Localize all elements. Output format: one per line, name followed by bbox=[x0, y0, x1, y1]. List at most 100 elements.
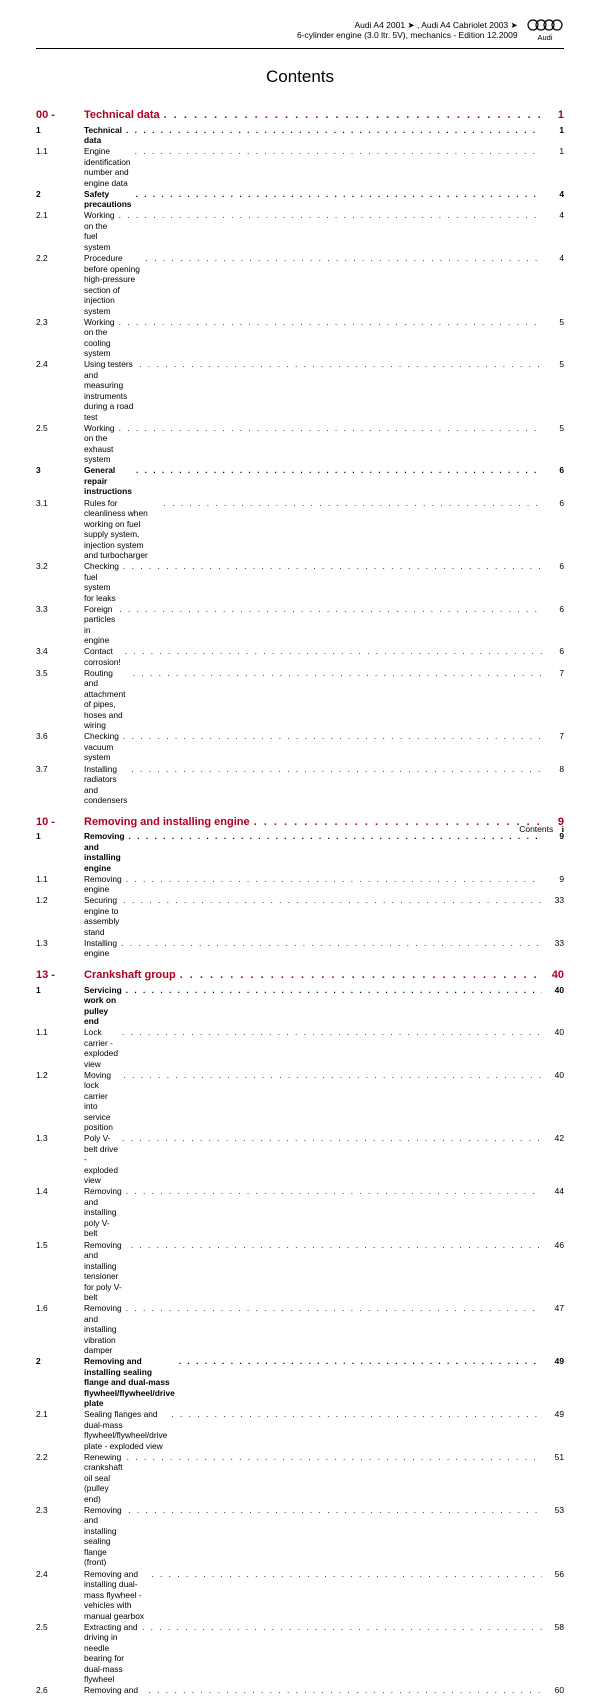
toc-entry-number: 1.1 bbox=[36, 874, 84, 885]
toc-row: 1.1Engine identification number and engi… bbox=[36, 146, 564, 189]
leader-dots: . . . . . . . . . . . . . . . . . . . . … bbox=[122, 1133, 542, 1144]
leader-dots: . . . . . . . . . . . . . . . . . . . . … bbox=[164, 109, 542, 121]
toc-entry-title: Removing and installing engine bbox=[84, 831, 125, 873]
toc-entry-title: Working on the exhaust system bbox=[84, 423, 115, 465]
section-number: 13 - bbox=[36, 969, 84, 981]
toc-entry-page: 42 bbox=[546, 1133, 564, 1144]
toc-entry-title: Rules for cleanliness when working on fu… bbox=[84, 498, 159, 561]
toc-entry-title: Removing engine bbox=[84, 874, 122, 895]
toc-entry-title: Removing and installing vibration damper bbox=[84, 1303, 122, 1356]
toc-entry-title: Removing and installing sealing flange (… bbox=[84, 1505, 124, 1568]
brand-logo: Audi bbox=[526, 18, 564, 42]
leader-dots: . . . . . . . . . . . . . . . . . . . . … bbox=[129, 831, 543, 842]
toc-entry-number: 2.1 bbox=[36, 1409, 84, 1420]
toc-entry-page: 40 bbox=[546, 985, 564, 996]
toc-row: 3.4Contact corrosion! . . . . . . . . . … bbox=[36, 646, 564, 668]
leader-dots: . . . . . . . . . . . . . . . . . . . . … bbox=[179, 1356, 542, 1367]
header-line-1: Audi A4 2001 ➤ , Audi A4 Cabriolet 2003 … bbox=[297, 20, 518, 31]
toc-entry-page: 60 bbox=[546, 1685, 564, 1696]
toc-entry-page: 33 bbox=[546, 938, 564, 949]
leader-dots: . . . . . . . . . . . . . . . . . . . . … bbox=[126, 1303, 542, 1314]
header-rule bbox=[36, 48, 564, 49]
toc-row: 2Removing and installing sealing flange … bbox=[36, 1356, 564, 1409]
toc-row: 2.2Renewing crankshaft oil seal (pulley … bbox=[36, 1452, 564, 1505]
toc-row: 1Removing and installing engine . . . . … bbox=[36, 831, 564, 874]
leader-dots: . . . . . . . . . . . . . . . . . . . . … bbox=[123, 561, 542, 572]
toc-entry-number: 3.1 bbox=[36, 498, 84, 509]
section-title: Technical data bbox=[84, 109, 160, 121]
leader-dots: . . . . . . . . . . . . . . . . . . . . … bbox=[119, 210, 542, 221]
toc-entry-number: 1.5 bbox=[36, 1240, 84, 1251]
toc-row: 2.1Working on the fuel system . . . . . … bbox=[36, 210, 564, 253]
leader-dots: . . . . . . . . . . . . . . . . . . . . … bbox=[146, 253, 542, 264]
toc-entry-number: 2.3 bbox=[36, 317, 84, 328]
toc-entry-title: Removing and installing tensioner for po… bbox=[84, 1240, 127, 1303]
toc-entry-page: 40 bbox=[546, 1070, 564, 1081]
leader-dots: . . . . . . . . . . . . . . . . . . . . … bbox=[131, 1240, 542, 1251]
toc-entry-title: Using testers and measuring instruments … bbox=[84, 359, 135, 422]
leader-dots: . . . . . . . . . . . . . . . . . . . . … bbox=[122, 1027, 542, 1038]
leader-dots: . . . . . . . . . . . . . . . . . . . . … bbox=[131, 764, 542, 775]
toc-entry-number: 3.3 bbox=[36, 604, 84, 615]
leader-dots: . . . . . . . . . . . . . . . . . . . . … bbox=[171, 1409, 542, 1420]
toc-entry-page: 56 bbox=[546, 1569, 564, 1580]
leader-dots: . . . . . . . . . . . . . . . . . . . . … bbox=[126, 874, 542, 885]
footer-label: Contents bbox=[519, 824, 553, 834]
section-heading: 10 -Removing and installing engine . . .… bbox=[36, 816, 564, 828]
leader-dots: . . . . . . . . . . . . . . . . . . . . … bbox=[121, 938, 542, 949]
toc-entry-number: 3.7 bbox=[36, 764, 84, 775]
toc-entry-page: 47 bbox=[546, 1303, 564, 1314]
toc-entry-title: Working on the fuel system bbox=[84, 210, 115, 252]
toc-entry-number: 1.2 bbox=[36, 895, 84, 906]
toc-row: 1.1Lock carrier - exploded view . . . . … bbox=[36, 1027, 564, 1070]
toc-entry-number: 3.5 bbox=[36, 668, 84, 679]
toc-entry-page: 6 bbox=[546, 646, 564, 657]
toc-row: 2.5Working on the exhaust system . . . .… bbox=[36, 423, 564, 466]
page-title: Contents bbox=[36, 67, 564, 87]
toc-entry-title: Contact corrosion! bbox=[84, 646, 121, 667]
toc-entry-number: 2.3 bbox=[36, 1505, 84, 1516]
toc-row: 3.2Checking fuel system for leaks . . . … bbox=[36, 561, 564, 604]
toc-entry-number: 2.2 bbox=[36, 1452, 84, 1463]
leader-dots: . . . . . . . . . . . . . . . . . . . . … bbox=[148, 1685, 542, 1696]
toc-entry-number: 2.5 bbox=[36, 1622, 84, 1633]
toc-row: 2.2Procedure before opening high-pressur… bbox=[36, 253, 564, 317]
toc-entry-number: 1 bbox=[36, 831, 84, 842]
toc-entry-title: Foreign particles in engine bbox=[84, 604, 115, 646]
toc-entry-title: Procedure before opening high-pressure s… bbox=[84, 253, 142, 316]
toc-entry-page: 6 bbox=[546, 561, 564, 572]
toc-entry-page: 6 bbox=[546, 498, 564, 509]
toc-row: 3.1Rules for cleanliness when working on… bbox=[36, 497, 564, 561]
toc-entry-number: 1.1 bbox=[36, 1027, 84, 1038]
leader-dots: . . . . . . . . . . . . . . . . . . . . … bbox=[126, 1186, 542, 1197]
toc-entry-number: 1.6 bbox=[36, 1303, 84, 1314]
toc-entry-title: Servicing work on pulley end bbox=[84, 985, 122, 1027]
section-title: Removing and installing engine bbox=[84, 816, 250, 828]
toc-entry-title: Routing and attachment of pipes, hoses a… bbox=[84, 668, 129, 731]
toc-row: 1.4Removing and installing poly V-belt .… bbox=[36, 1186, 564, 1239]
leader-dots: . . . . . . . . . . . . . . . . . . . . … bbox=[123, 895, 542, 906]
toc-entry-page: 4 bbox=[546, 189, 564, 200]
leader-dots: . . . . . . . . . . . . . . . . . . . . … bbox=[119, 604, 542, 615]
toc-row: 1.2Securing engine to assembly stand . .… bbox=[36, 895, 564, 938]
leader-dots: . . . . . . . . . . . . . . . . . . . . … bbox=[136, 465, 542, 476]
leader-dots: . . . . . . . . . . . . . . . . . . . . … bbox=[180, 969, 542, 981]
toc-entry-title: Installing engine bbox=[84, 938, 117, 959]
toc-entry-title: Renewing crankshaft oil seal (pulley end… bbox=[84, 1452, 123, 1505]
toc-entry-number: 3.2 bbox=[36, 561, 84, 572]
toc-row: 2.1Sealing flanges and dual-mass flywhee… bbox=[36, 1409, 564, 1452]
leader-dots: . . . . . . . . . . . . . . . . . . . . … bbox=[151, 1569, 542, 1580]
toc-entry-page: 46 bbox=[546, 1240, 564, 1251]
page-footer: Contents i bbox=[519, 824, 564, 834]
toc-row: 2Safety precautions . . . . . . . . . . … bbox=[36, 189, 564, 211]
toc-row: 1.1Removing engine . . . . . . . . . . .… bbox=[36, 873, 564, 895]
page-header: Audi A4 2001 ➤ , Audi A4 Cabriolet 2003 … bbox=[36, 18, 564, 42]
leader-dots: . . . . . . . . . . . . . . . . . . . . … bbox=[135, 189, 542, 200]
section-number: 00 - bbox=[36, 109, 84, 121]
toc-entry-title: Moving lock carrier into service positio… bbox=[84, 1070, 119, 1133]
toc-entry-title: Removing and installing sealing flange a… bbox=[84, 1356, 175, 1409]
toc-entry-number: 2.6 bbox=[36, 1685, 84, 1696]
toc-entry-number: 1.3 bbox=[36, 938, 84, 949]
toc-row: 2.6Removing and installing flywheel - ve… bbox=[36, 1685, 564, 1696]
toc-row: 1.5Removing and installing tensioner for… bbox=[36, 1239, 564, 1303]
